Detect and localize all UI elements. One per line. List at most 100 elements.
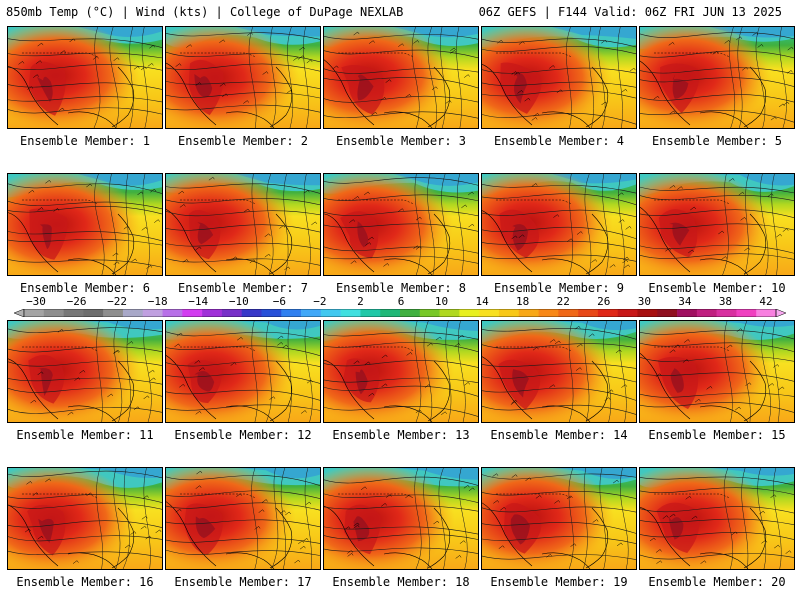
- colorbar-swatch: [261, 309, 282, 317]
- colorbar-swatch: [637, 309, 658, 317]
- colorbar-swatch: [221, 309, 242, 317]
- ensemble-member-map: [481, 173, 637, 276]
- colorbar-swatch: [43, 309, 64, 317]
- ensemble-member-label: Ensemble Member: 17: [174, 575, 312, 589]
- ensemble-member-map: [7, 26, 163, 129]
- colorbar-tick-label: −6: [272, 295, 286, 308]
- colorbar-swatch: [498, 309, 520, 317]
- ensemble-member-label: Ensemble Member: 5: [651, 134, 783, 148]
- colorbar-swatch: [103, 309, 124, 317]
- colorbar-swatch: [182, 309, 203, 317]
- colorbar-swatch: [459, 309, 480, 317]
- colorbar-swatch: [439, 309, 460, 317]
- colorbar-tick-label: −10: [228, 295, 249, 308]
- colorbar-tick-label: −2: [313, 295, 327, 308]
- colorbar-tick-label: −14: [188, 295, 209, 308]
- ensemble-member-map: [323, 173, 479, 276]
- ensemble-member-map: [639, 320, 795, 423]
- map-title: 850mb Temp (°C) | Wind (kts) | College o…: [6, 5, 404, 19]
- colorbar-tick-label: 26: [597, 295, 611, 308]
- ensemble-member-label: Ensemble Member: 6: [19, 281, 151, 295]
- ensemble-member-label: Ensemble Member: 16: [16, 575, 154, 589]
- run-valid-time: 06Z GEFS | F144 Valid: 06Z FRI JUN 13 20…: [478, 5, 782, 19]
- ensemble-member-map: [165, 26, 321, 129]
- colorbar-swatch: [122, 309, 144, 317]
- temperature-colorbar: [14, 309, 786, 317]
- ensemble-member-map: [639, 467, 795, 570]
- colorbar-tick-label: 14: [475, 295, 489, 308]
- ensemble-member-map: [7, 173, 163, 276]
- colorbar-swatch: [281, 309, 302, 317]
- colorbar-swatch: [360, 309, 381, 317]
- colorbar-tick-label: −22: [107, 295, 128, 308]
- ensemble-member-label: Ensemble Member: 11: [16, 428, 154, 442]
- colorbar-tick-label: 6: [397, 295, 405, 308]
- colorbar-swatch: [538, 309, 559, 317]
- ensemble-member-map: [7, 467, 163, 570]
- colorbar-tick-label: −18: [147, 295, 168, 308]
- colorbar-swatch: [142, 309, 163, 317]
- colorbar-swatch: [736, 309, 757, 317]
- colorbar-tick-label: 34: [678, 295, 692, 308]
- ensemble-member-label: Ensemble Member: 19: [490, 575, 628, 589]
- colorbar-swatch: [24, 309, 45, 317]
- ensemble-member-label: Ensemble Member: 10: [648, 281, 786, 295]
- colorbar-swatch: [617, 309, 638, 317]
- ensemble-member-label: Ensemble Member: 3: [335, 134, 467, 148]
- colorbar-swatch: [380, 309, 401, 317]
- ensemble-member-map: [7, 320, 163, 423]
- colorbar-swatch: [419, 309, 440, 317]
- colorbar-swatch: [716, 309, 737, 317]
- ensemble-member-map: [481, 467, 637, 570]
- ensemble-member-map: [323, 467, 479, 570]
- colorbar-swatch: [400, 309, 421, 317]
- ensemble-member-label: Ensemble Member: 20: [648, 575, 786, 589]
- colorbar-tick-label: 2: [357, 295, 364, 308]
- colorbar-swatch: [696, 309, 717, 317]
- ensemble-member-map: [165, 173, 321, 276]
- ensemble-member-label: Ensemble Member: 4: [493, 134, 625, 148]
- colorbar-tick-label: 22: [556, 295, 570, 308]
- colorbar-swatch: [558, 309, 579, 317]
- ensemble-member-map: [165, 467, 321, 570]
- colorbar-swatch: [320, 309, 341, 317]
- ensemble-member-map: [481, 320, 637, 423]
- colorbar-tick-label: 10: [434, 295, 449, 308]
- colorbar-swatch: [63, 309, 84, 317]
- colorbar-tick-label: 42: [759, 295, 773, 308]
- colorbar-tick-label: −26: [66, 295, 87, 308]
- ensemble-member-label: Ensemble Member: 7: [177, 281, 309, 295]
- colorbar-swatch: [518, 309, 539, 317]
- colorbar-swatch: [241, 309, 262, 317]
- colorbar-tick-label: −30: [26, 295, 46, 308]
- colorbar-tick-label: 30: [637, 295, 651, 308]
- colorbar-swatch: [578, 309, 599, 317]
- colorbar-swatch: [756, 309, 777, 317]
- colorbar-swatch: [162, 309, 183, 317]
- colorbar-high-arrow: [775, 309, 786, 317]
- ensemble-member-label: Ensemble Member: 14: [490, 428, 628, 442]
- colorbar-swatch: [301, 309, 322, 317]
- ensemble-member-label: Ensemble Member: 1: [19, 134, 151, 148]
- ensemble-member-label: Ensemble Member: 12: [174, 428, 312, 442]
- colorbar-swatch: [597, 309, 618, 317]
- ensemble-member-label: Ensemble Member: 9: [493, 281, 625, 295]
- colorbar-swatch: [657, 309, 678, 317]
- colorbar-tick-label: 18: [516, 295, 530, 308]
- ensemble-member-map: [165, 320, 321, 423]
- colorbar-swatch: [479, 309, 500, 317]
- colorbar-swatch: [677, 309, 698, 317]
- ensemble-member-label: Ensemble Member: 13: [332, 428, 470, 442]
- ensemble-member-map: [639, 26, 795, 129]
- colorbar-swatch: [83, 309, 104, 317]
- ensemble-member-label: Ensemble Member: 18: [332, 575, 470, 589]
- ensemble-member-label: Ensemble Member: 2: [177, 134, 309, 148]
- colorbar-low-arrow: [14, 309, 25, 317]
- ensemble-member-label: Ensemble Member: 8: [335, 281, 467, 295]
- ensemble-member-map: [323, 26, 479, 129]
- ensemble-member-map: [639, 173, 795, 276]
- ensemble-member-map: [481, 26, 637, 129]
- ensemble-member-map: [323, 320, 479, 423]
- colorbar-swatch: [340, 309, 361, 317]
- ensemble-member-label: Ensemble Member: 15: [648, 428, 786, 442]
